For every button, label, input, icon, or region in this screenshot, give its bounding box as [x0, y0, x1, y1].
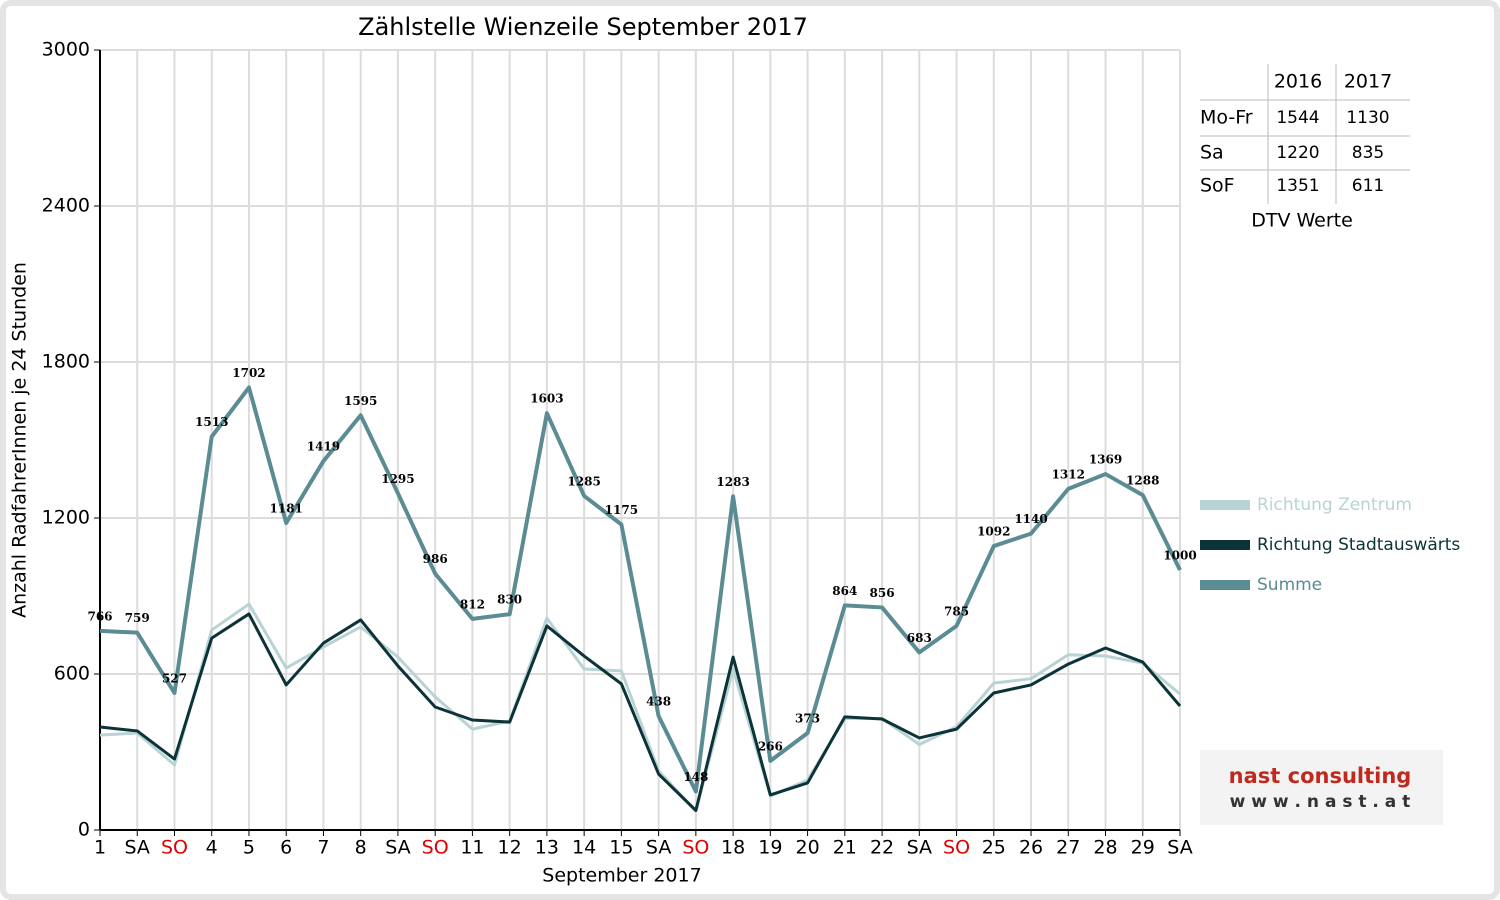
data-label: 856: [870, 586, 895, 600]
data-label: 683: [907, 631, 932, 645]
x-tick-label: 27: [1056, 837, 1080, 859]
table-cell: Mo-Fr: [1200, 107, 1253, 129]
x-tick-label: 8: [355, 837, 367, 859]
table-cell: 1130: [1346, 108, 1389, 128]
x-tick-label: SA: [1167, 837, 1192, 859]
series-line: [99, 602, 1181, 813]
x-tick-label: 7: [317, 837, 329, 859]
table-cell: Sa: [1200, 142, 1224, 164]
x-tick-label: SA: [907, 837, 932, 859]
y-tick-label: 2400: [42, 195, 90, 217]
data-label: 373: [795, 712, 820, 726]
data-label: 812: [460, 597, 485, 611]
data-label: 1595: [344, 394, 377, 408]
data-label: 1140: [1014, 512, 1047, 526]
x-tick-label: 4: [206, 837, 218, 859]
table-header: 2017: [1344, 71, 1392, 93]
chart-title: Zählstelle Wienzeile September 2017: [358, 13, 808, 41]
data-label: 1285: [567, 474, 600, 488]
y-tick-label: 1200: [42, 507, 90, 529]
x-tick-label: 20: [795, 837, 819, 859]
data-label: 1000: [1163, 549, 1196, 563]
x-tick-label: SO: [682, 837, 709, 859]
x-tick-label: 11: [460, 837, 484, 859]
data-label: 1295: [381, 472, 414, 486]
data-label: 1603: [530, 392, 563, 406]
table-cell: SoF: [1200, 175, 1235, 197]
y-tick-label: 0: [78, 819, 90, 841]
series-line: [99, 385, 1182, 794]
data-label: 1513: [195, 415, 228, 429]
x-tick-label: SA: [125, 837, 150, 859]
table-cell: 1351: [1276, 176, 1319, 196]
data-label: 1702: [232, 366, 265, 380]
legend-swatch: [1200, 540, 1250, 550]
data-label: 830: [497, 593, 522, 607]
data-label: 1175: [605, 503, 638, 517]
data-label: 785: [944, 604, 969, 618]
legend-swatch: [1200, 500, 1250, 510]
legend-swatch: [1200, 580, 1250, 590]
data-label: 1092: [977, 525, 1010, 539]
legend-label: Richtung Zentrum: [1257, 495, 1412, 515]
x-axis-title: September 2017: [542, 865, 701, 887]
x-tick-label: 12: [498, 837, 522, 859]
x-tick-label: 29: [1131, 837, 1155, 859]
logo-box: [1200, 750, 1443, 825]
x-tick-label: 5: [243, 837, 255, 859]
data-label: 759: [125, 611, 150, 625]
table-cell: 1220: [1276, 143, 1319, 163]
legend-label: Summe: [1257, 575, 1322, 595]
x-tick-label: SA: [646, 837, 671, 859]
x-tick-label: 19: [758, 837, 782, 859]
x-tick-label: 6: [280, 837, 292, 859]
data-label: 1419: [307, 440, 340, 454]
data-label: 1283: [716, 475, 749, 489]
x-tick-label: 15: [609, 837, 633, 859]
logo-name: nast consulting: [1229, 764, 1412, 788]
x-tick-label: SA: [385, 837, 410, 859]
data-label: 986: [423, 552, 448, 566]
logo: nast consulting w w w . n a s t . a t: [1200, 750, 1443, 825]
x-tick-label: 25: [982, 837, 1006, 859]
x-tick-label: 13: [535, 837, 559, 859]
table-cell: 1544: [1276, 108, 1319, 128]
dtv-table: 2016 2017 Mo-Fr 1544 1130 Sa 1220 835 SoF 1351 611…: [1200, 64, 1410, 232]
x-tick-label: 18: [721, 837, 745, 859]
y-tick-label: 600: [54, 663, 90, 685]
table-caption: DTV Werte: [1251, 210, 1353, 232]
legend-label: Richtung Stadtauswärts: [1257, 535, 1460, 555]
table-cell: 611: [1352, 176, 1384, 196]
logo-url: w w w . n a s t . a t: [1230, 792, 1411, 812]
data-label: 864: [832, 584, 857, 598]
x-tick-label: 21: [833, 837, 857, 859]
x-tick-label: SO: [422, 837, 449, 859]
x-tick-label: SO: [943, 837, 970, 859]
x-tick-label: 28: [1093, 837, 1117, 859]
table-header: 2016: [1274, 71, 1322, 93]
y-axis-title: Anzahl RadfahrerInnen je 24 Stunden: [9, 262, 31, 618]
y-tick-label: 3000: [42, 39, 90, 61]
x-tick-label: SO: [161, 837, 188, 859]
data-label: 1312: [1052, 467, 1085, 481]
table-cell: 835: [1352, 143, 1384, 163]
data-label: 266: [758, 739, 783, 753]
x-tick-label: 22: [870, 837, 894, 859]
data-label: 766: [87, 609, 112, 623]
x-tick-label: 26: [1019, 837, 1043, 859]
data-label: 148: [683, 770, 708, 784]
data-label: 527: [162, 671, 187, 685]
y-tick-label: 1800: [42, 351, 90, 373]
data-label: 1369: [1089, 453, 1122, 467]
x-tick-label: 14: [572, 837, 596, 859]
data-label: 1288: [1126, 474, 1159, 488]
series-line: [99, 612, 1182, 812]
data-label: 1181: [270, 501, 303, 515]
x-tick-label: 1: [94, 837, 106, 859]
data-label: 438: [646, 695, 671, 709]
